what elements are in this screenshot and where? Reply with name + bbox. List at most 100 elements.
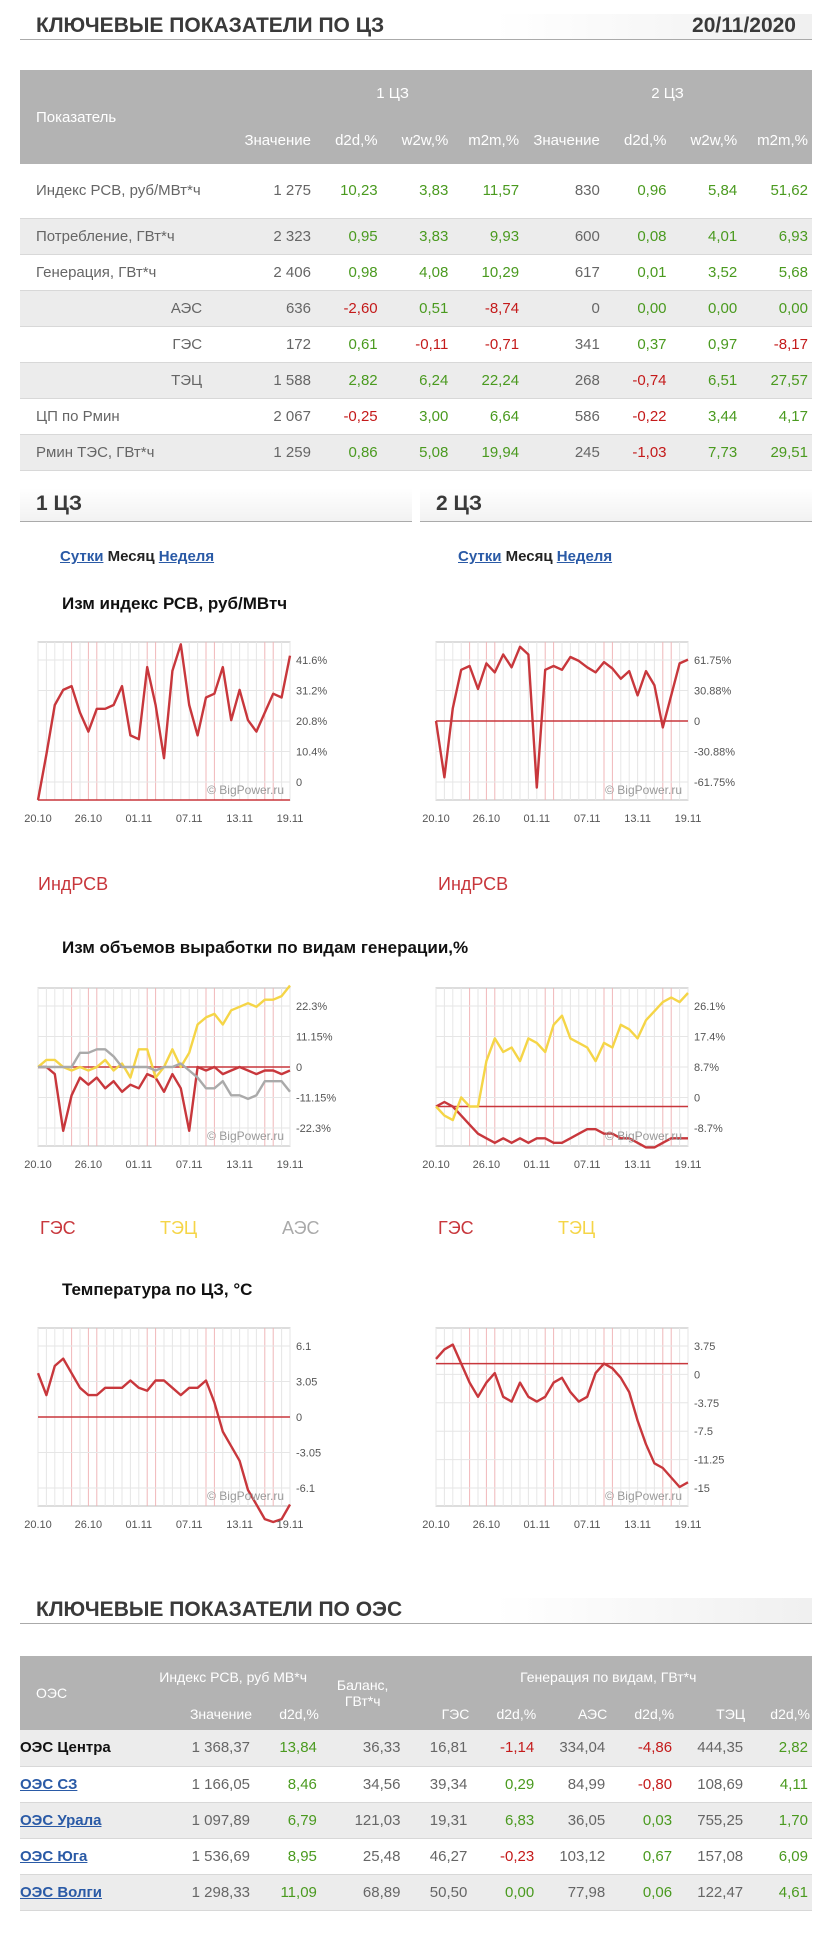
x-tick-label: 13.11 <box>226 813 253 825</box>
x-tick-label: 26.10 <box>75 1159 103 1171</box>
zone-1-header: 1 ЦЗ <box>20 488 412 522</box>
y-tick-label: 0 <box>694 1093 700 1105</box>
kpi-cell: 0,95 <box>314 218 382 255</box>
kpi-cell: 0,00 <box>670 290 742 327</box>
col-header: d2d,% <box>747 1698 812 1730</box>
chart-title-temp: Температура по ЦЗ, °C <box>62 1280 253 1299</box>
oes-link[interactable]: ОЭС Волги <box>20 1883 102 1901</box>
chart-temp-2cz: 3.75 0 -3.75 -7.5 -11.25 -15 © BigPower.ru 20.1… <box>422 1327 724 1531</box>
x-tick-label: 01.11 <box>523 1519 550 1531</box>
oes-name-cell: ОЭС Центра <box>20 1730 146 1767</box>
kpi-cell: 0,00 <box>603 290 671 327</box>
kpi-row-label: Генерация, ГВт*ч <box>20 254 233 291</box>
kpi-cell: -2,60 <box>314 290 382 327</box>
period-week-link[interactable]: Неделя <box>556 548 613 565</box>
oes-cell: 0,29 <box>471 1766 539 1803</box>
kpi-cell: -0,25 <box>314 398 382 435</box>
oes-cell: 444,35 <box>676 1730 748 1767</box>
kpi-row: Потребление, ГВт*ч 2 323 0,95 3,83 9,93 600 0,… <box>20 218 812 255</box>
oes-cell: 19,31 <box>404 1802 472 1839</box>
x-tick-label: 20.10 <box>422 813 450 825</box>
oes-link[interactable]: ОЭС СЗ <box>20 1775 78 1793</box>
oes-cell: 8,46 <box>254 1766 321 1803</box>
col-header: Значение <box>145 1698 255 1730</box>
x-tick-label: 20.10 <box>422 1159 450 1171</box>
kpi-cell: 830 <box>523 164 604 219</box>
kpi-cell: 2 323 <box>232 218 315 255</box>
kpi-cell: 6,51 <box>670 362 742 399</box>
kpi-cell: 0,97 <box>670 326 742 363</box>
x-tick-label: 20.10 <box>24 1519 52 1531</box>
oes-cell: 46,27 <box>404 1838 472 1875</box>
oes-link[interactable]: ОЭС Юга <box>20 1847 88 1865</box>
kpi-cell: 6,64 <box>452 398 524 435</box>
y-tick-label: -8.7% <box>694 1123 723 1135</box>
oes-cell: 84,99 <box>538 1766 610 1803</box>
y-tick-label: 6.1 <box>296 1341 311 1353</box>
oes-cell: 34,56 <box>320 1766 405 1803</box>
series-line <box>38 1065 291 1133</box>
x-tick-label: 13.11 <box>226 1519 253 1531</box>
kpi-row-label: Потребление, ГВт*ч <box>20 218 233 255</box>
kpi-cell: 0,08 <box>603 218 671 255</box>
watermark: © BigPower.ru <box>605 783 682 797</box>
x-tick-label: 01.11 <box>125 1519 152 1531</box>
y-tick-label: 0 <box>296 777 302 789</box>
y-tick-label: -30.88% <box>694 747 735 759</box>
col-indicator: Показатель <box>20 70 233 164</box>
kpi-row: Рмин ТЭС, ГВт*ч 1 259 0,86 5,08 19,94 245 -1,0… <box>20 434 812 471</box>
period-week-link[interactable]: Неделя <box>158 548 215 565</box>
col-balance: Баланс, ГВт*ч <box>320 1656 405 1730</box>
period-day-link[interactable]: Сутки <box>458 548 502 565</box>
oes-row: ОЭС Юга 1 536,69 8,95 25,48 46,27 -0,23 103,12… <box>20 1838 812 1875</box>
chart-gen-2cz: 26.1% 17.4% 8.7% 0 -8.7% © BigPower.ru 20.10 26… <box>422 987 725 1171</box>
kpi-row-label: ТЭЦ <box>20 362 233 399</box>
kpi-cell: 617 <box>523 254 604 291</box>
oes-link[interactable]: ОЭС Урала <box>20 1811 102 1829</box>
kpi-cell: 0,51 <box>381 290 453 327</box>
chart-rsv-2cz: 61.75% 30.88% 0 -30.88% -61.75% © BigPower.ru… <box>422 641 735 825</box>
kpi-cell: 172 <box>232 326 315 363</box>
col-header: w2w,% <box>670 116 742 164</box>
watermark: © BigPower.ru <box>605 1489 682 1503</box>
y-tick-label: 3.05 <box>296 1377 317 1389</box>
kpi-cell: 10,29 <box>452 254 524 291</box>
kpi-cell: -0,22 <box>603 398 671 435</box>
y-tick-label: 0 <box>694 1369 700 1381</box>
zone-1-title: 1 ЦЗ <box>36 492 83 515</box>
x-tick-label: 01.11 <box>125 813 152 825</box>
oes-cell: 6,79 <box>254 1802 321 1839</box>
oes-cell: 16,81 <box>404 1730 472 1767</box>
x-tick-label: 07.11 <box>176 1519 203 1531</box>
oes-cell: 4,61 <box>747 1874 812 1911</box>
kpi-cell: -1,03 <box>603 434 671 471</box>
oes-cell: -4,86 <box>609 1730 677 1767</box>
oes-cell: 122,47 <box>676 1874 748 1911</box>
kpi-cell: 586 <box>523 398 604 435</box>
oes-row: ОЭС СЗ 1 166,05 8,46 34,56 39,34 0,29 84,99 -0,… <box>20 1766 812 1803</box>
oes-name-cell: ОЭС Юга <box>20 1838 146 1875</box>
period-switch-1: Сутки Месяц Неделя <box>60 548 214 565</box>
series-line <box>36 643 292 801</box>
chart-temp-1cz: 6.1 3.05 0 -3.05 -6.1 © BigPower.ru 20.10 26.10… <box>24 1327 321 1531</box>
x-tick-label: 07.11 <box>176 1159 203 1171</box>
legend-rsv-1: ИндРСВ <box>38 874 109 894</box>
kpi-cell: 3,52 <box>670 254 742 291</box>
kpi-cell: 27,57 <box>741 362 812 399</box>
period-day-link[interactable]: Сутки <box>60 548 104 565</box>
oes-header: КЛЮЧЕВЫЕ ПОКАЗАТЕЛИ ПО ОЭС <box>20 1598 812 1624</box>
kpi-cell: 0,86 <box>314 434 382 471</box>
oes-name-cell: ОЭС Волги <box>20 1874 146 1911</box>
period-month-current: Месяц <box>107 548 155 565</box>
col-header: w2w,% <box>381 116 453 164</box>
oes-row: ОЭС Волги 1 298,33 11,09 68,89 50,50 0,00 77,9… <box>20 1874 812 1911</box>
kpi-cell: 0,01 <box>603 254 671 291</box>
y-tick-label: 10.4% <box>296 747 327 759</box>
y-tick-label: -3.75 <box>694 1398 719 1410</box>
col-oes: ОЭС <box>20 1656 146 1730</box>
kpi-cell: 6,93 <box>741 218 812 255</box>
y-tick-label: 22.3% <box>296 1001 327 1013</box>
x-tick-label: 26.10 <box>473 1159 501 1171</box>
x-tick-label: 07.11 <box>574 1519 601 1531</box>
x-tick-label: 01.11 <box>523 1159 550 1171</box>
